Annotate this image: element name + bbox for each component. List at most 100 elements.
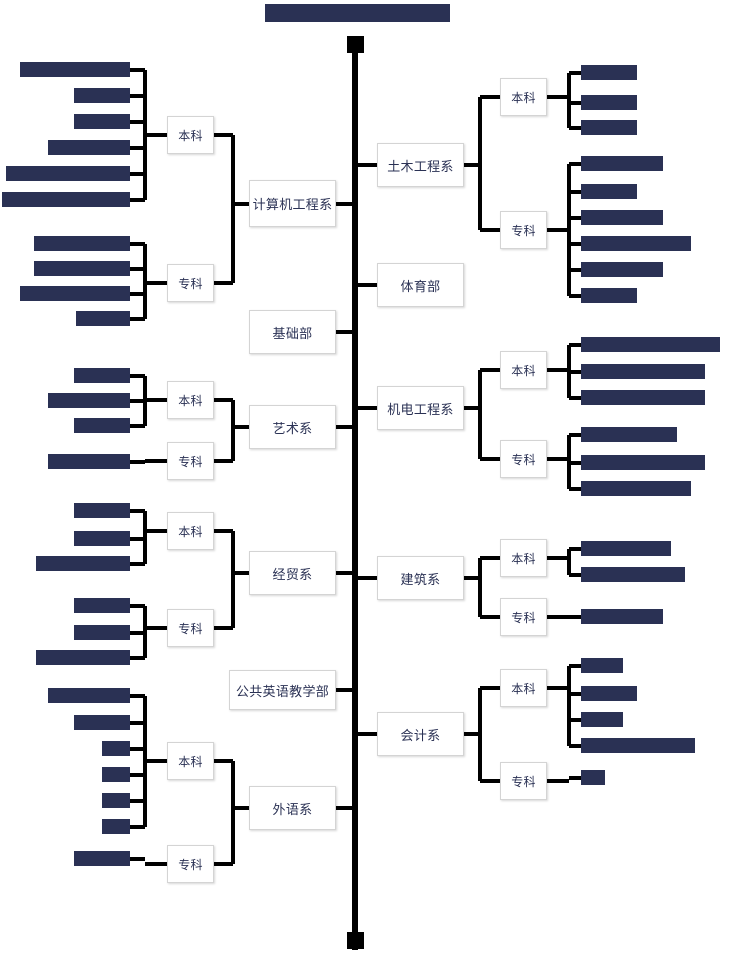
leaf-bar-redacted (2, 192, 130, 207)
level-node-architect-undergrad[interactable]: 本科 (500, 539, 547, 577)
level-node-economics-vocational[interactable]: 专科 (167, 609, 214, 647)
bracket-to-accounting-undergrad (480, 686, 500, 690)
leaf-bar-redacted (74, 368, 130, 383)
leaf-bar-redacted (581, 95, 637, 110)
leaf-connector-mech-voc (569, 460, 581, 465)
leaf-bracket-arch-undergrad (567, 548, 571, 575)
leaf-bar-redacted (581, 262, 663, 277)
leaf-connector-acct-undergrad (569, 691, 581, 696)
leaf-bar-redacted (581, 686, 637, 701)
level-node-art-vocational[interactable]: 专科 (167, 442, 214, 480)
leaf-bar-redacted (581, 712, 623, 727)
node-label: 专科 (178, 276, 203, 291)
department-node-foreign[interactable]: 外语系 (249, 786, 336, 830)
level-node-accounting-vocational[interactable]: 专科 (500, 762, 547, 800)
bracket-to-computer-undergrad (214, 133, 233, 137)
leaf-connector-art-undergrad (130, 423, 145, 428)
level-node-civil-vocational[interactable]: 专科 (500, 211, 547, 249)
level-node-accounting-undergrad[interactable]: 本科 (500, 669, 547, 707)
leaf-bar-redacted (74, 715, 130, 730)
level-stub-arch-undergrad (547, 556, 569, 560)
leaf-connector-computer-undergrad (130, 145, 145, 150)
department-node-art[interactable]: 艺术系 (249, 405, 336, 449)
leaf-connector-computer-undergrad (130, 119, 145, 124)
leaf-connector-acct-voc (569, 775, 581, 780)
leaf-bracket-foreign-undergrad (143, 695, 147, 827)
spine-to-economics (336, 571, 355, 575)
level-stub-mech-voc (547, 457, 569, 461)
level-node-mechatron-vocational[interactable]: 专科 (500, 440, 547, 478)
level-node-computer-vocational[interactable]: 专科 (167, 264, 214, 302)
leaf-connector-foreign-undergrad (130, 720, 145, 725)
title-banner-redacted (265, 4, 450, 22)
department-node-mechatron[interactable]: 机电工程系 (377, 386, 464, 430)
node-label: 计算机工程系 (252, 197, 333, 212)
level-node-art-undergrad[interactable]: 本科 (167, 381, 214, 419)
department-node-economics[interactable]: 经贸系 (249, 551, 336, 595)
level-node-computer-undergrad[interactable]: 本科 (167, 116, 214, 154)
node-label: 本科 (178, 524, 203, 539)
node-label: 专科 (511, 774, 536, 789)
level-node-mechatron-undergrad[interactable]: 本科 (500, 351, 547, 389)
level-stub-acct-undergrad (547, 686, 569, 690)
department-node-basic[interactable]: 基础部 (249, 310, 336, 354)
node-label: 外语系 (272, 801, 313, 817)
bracket-to-foreign-undergrad (214, 759, 233, 763)
node-label: 本科 (178, 128, 203, 143)
level-node-economics-undergrad[interactable]: 本科 (167, 512, 214, 550)
leaf-bar-redacted (74, 531, 130, 546)
spine-to-english (336, 688, 355, 692)
leaf-bar-redacted (581, 210, 663, 225)
department-node-accounting[interactable]: 会计系 (377, 712, 464, 756)
spine-bottom-cap (347, 932, 364, 949)
level-stub-foreign-undergrad (145, 759, 167, 763)
leaf-connector-civil-voc (569, 161, 581, 166)
leaf-connector-civil-voc (569, 293, 581, 298)
dept-bracket-civil (478, 97, 482, 230)
level-node-foreign-vocational[interactable]: 专科 (167, 845, 214, 883)
level-stub-econ-undergrad (145, 529, 167, 533)
spine-to-accounting (355, 732, 377, 736)
node-label: 专科 (178, 621, 203, 636)
leaf-bar-redacted (581, 427, 677, 442)
bracket-to-mechatron-vocational (480, 457, 500, 461)
leaf-connector-computer-voc (130, 291, 145, 296)
department-node-civil[interactable]: 土木工程系 (377, 143, 464, 187)
department-node-computer[interactable]: 计算机工程系 (249, 180, 336, 227)
leaf-bar-redacted (581, 364, 705, 379)
spine-to-art (336, 425, 355, 429)
spine-to-civil (355, 163, 377, 167)
leaf-bar-redacted (48, 393, 130, 408)
leaf-connector-civil-undergrad (569, 70, 581, 75)
leaf-connector-civil-undergrad (569, 100, 581, 105)
leaf-bar-redacted (6, 166, 130, 181)
leaf-connector-civil-undergrad (569, 125, 581, 130)
node-label: 机电工程系 (387, 401, 454, 417)
bracket-to-mechatron-undergrad (480, 368, 500, 372)
leaf-connector-econ-undergrad (130, 508, 145, 513)
leaf-bracket-econ-voc (143, 605, 147, 658)
leaf-connector-mech-undergrad (569, 369, 581, 374)
level-node-architect-vocational[interactable]: 专科 (500, 598, 547, 636)
dept-stub-mechatron (464, 406, 480, 410)
leaf-bracket-art-undergrad (143, 375, 147, 426)
level-stub-computer-undergrad (145, 133, 167, 137)
spine-to-basic (336, 330, 355, 334)
level-node-foreign-undergrad[interactable]: 本科 (167, 742, 214, 780)
department-node-english[interactable]: 公共英语教学部 (229, 670, 336, 710)
leaf-connector-computer-undergrad (130, 93, 145, 98)
bracket-to-art-vocational (214, 459, 233, 463)
level-stub-mech-undergrad (547, 368, 569, 372)
bracket-to-accounting-vocational (480, 779, 500, 783)
department-node-pe[interactable]: 体育部 (377, 263, 464, 307)
leaf-bar-redacted (581, 738, 695, 753)
department-node-architect[interactable]: 建筑系 (377, 556, 464, 600)
leaf-bar-redacted (581, 455, 705, 470)
leaf-connector-econ-undergrad (130, 536, 145, 541)
spine-to-pe (355, 283, 377, 287)
spine-to-architect (355, 576, 377, 580)
level-node-civil-undergrad[interactable]: 本科 (500, 78, 547, 116)
node-label: 公共英语教学部 (235, 683, 330, 699)
leaf-bar-redacted (102, 793, 130, 808)
node-label: 本科 (178, 393, 203, 408)
